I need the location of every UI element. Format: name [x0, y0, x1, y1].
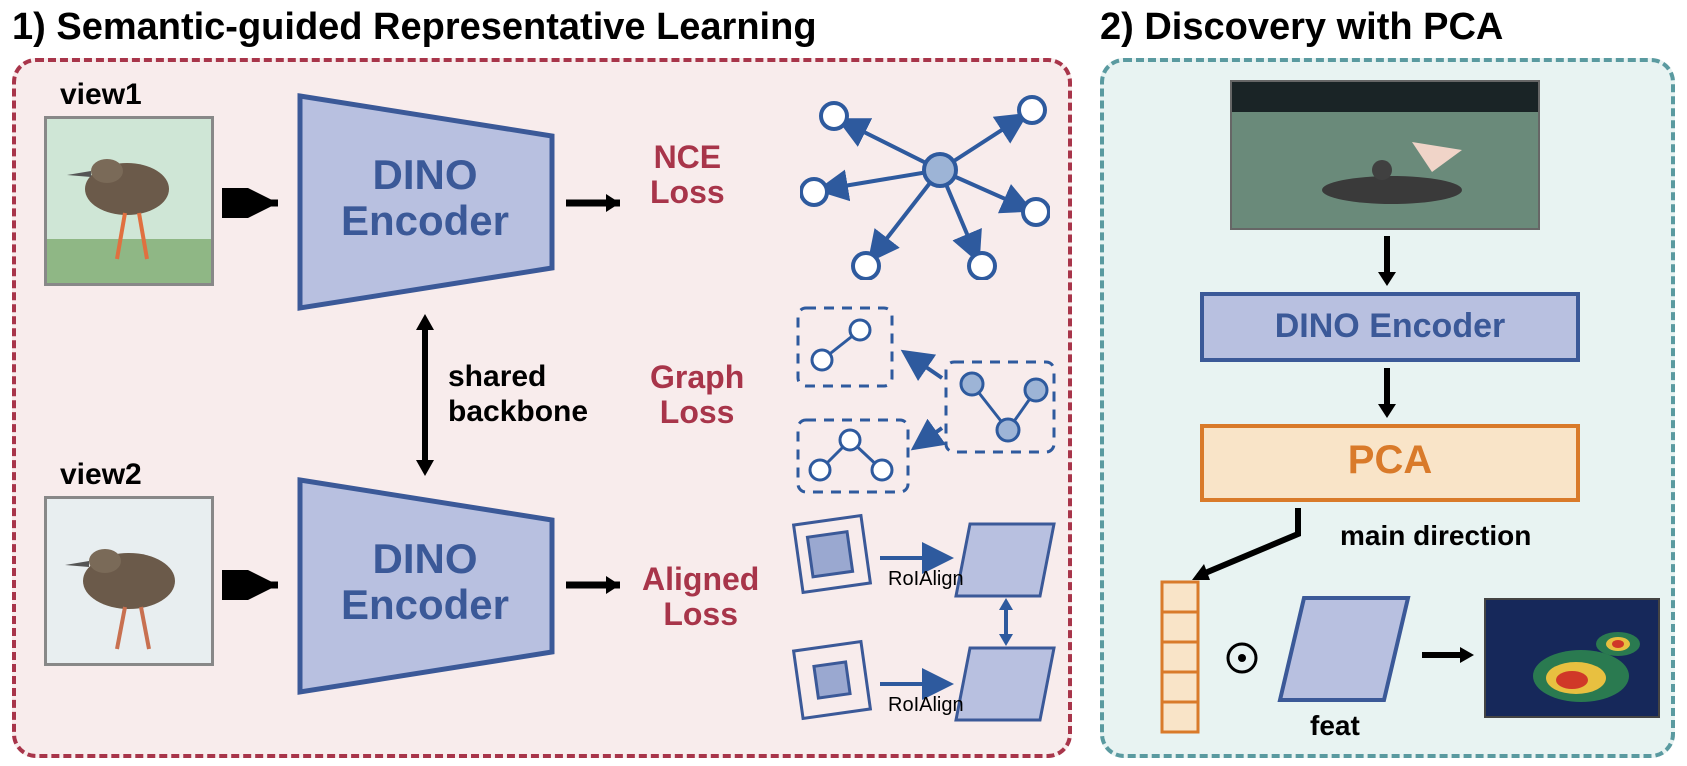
graph-loss-icon	[790, 300, 1060, 500]
pca-text: PCA	[1200, 438, 1580, 483]
dino-encoder-1-l1: DINO	[373, 151, 478, 198]
nce-l2: Loss	[650, 174, 725, 210]
dino-encoder-2-l2: Encoder	[341, 581, 509, 628]
aligned-l1: Aligned	[642, 561, 759, 597]
arrow-dino-pca	[1372, 366, 1402, 422]
view2-label: view2	[60, 458, 142, 492]
graph-loss-label: Graph Loss	[650, 360, 744, 430]
title-1: 1) Semantic-guided Representative Learni…	[12, 6, 817, 49]
bird-image-2	[44, 496, 214, 666]
graph-l1: Graph	[650, 359, 744, 395]
shared-backbone-arrow	[410, 310, 440, 480]
arrow-boat-dino	[1372, 234, 1402, 290]
graph-l2: Loss	[660, 394, 735, 430]
nce-l1: NCE	[654, 139, 722, 175]
dot-product-icon	[1224, 640, 1260, 676]
roialign-label-2: RoIAlign	[888, 694, 964, 717]
aligned-loss-label: Aligned Loss	[642, 562, 759, 632]
view1-label: view1	[60, 78, 142, 112]
feature-vector-icon	[1156, 578, 1206, 738]
heatmap-image	[1484, 598, 1660, 718]
main-direction-label: main direction	[1340, 520, 1531, 552]
aligned-l2: Loss	[663, 596, 738, 632]
arrow-enc1-out	[564, 188, 634, 218]
arrow-view2-encoder	[222, 570, 292, 600]
shared-l2: backbone	[448, 395, 588, 428]
arrow-enc2-out	[564, 570, 634, 600]
dino-encoder-2-l1: DINO	[373, 535, 478, 582]
dino-encoder-1-text: DINO Encoder	[320, 152, 530, 244]
boat-image	[1230, 80, 1540, 230]
dino-encoder-1-l2: Encoder	[341, 197, 509, 244]
arrow-view1-encoder	[222, 188, 292, 218]
nce-loss-label: NCE Loss	[650, 140, 725, 210]
dino-encoder-panel2-text: DINO Encoder	[1200, 308, 1580, 345]
title-2: 2) Discovery with PCA	[1100, 6, 1503, 49]
roialign-label-1: RoIAlign	[888, 568, 964, 591]
shared-backbone-label: shared backbone	[448, 360, 588, 429]
feat-parallelogram-icon	[1276, 590, 1416, 710]
shared-l1: shared	[448, 360, 546, 393]
bird-image-1	[44, 116, 214, 286]
nce-graph-icon	[800, 90, 1050, 280]
feat-label: feat	[1310, 710, 1360, 742]
arrow-to-heatmap	[1420, 640, 1478, 670]
dino-encoder-2-text: DINO Encoder	[320, 536, 530, 628]
